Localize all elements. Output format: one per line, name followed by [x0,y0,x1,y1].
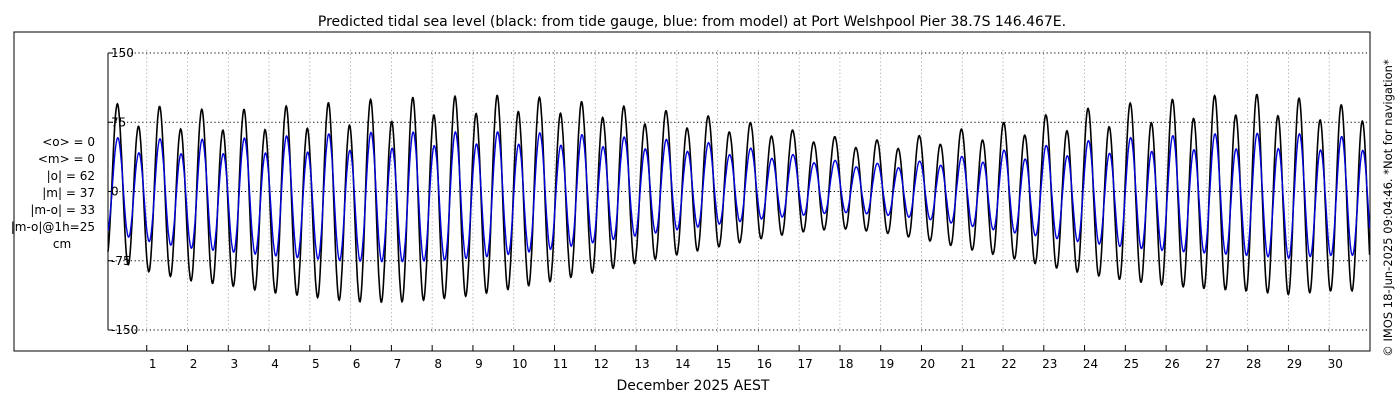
axis-layer [107,52,1330,351]
x-tick-label: 23 [1042,357,1057,371]
x-tick-label: 22 [1001,357,1016,371]
y-tick-label: 150 [111,46,134,60]
series-line-model [107,130,1371,263]
y-tick-label: -150 [111,323,138,337]
x-tick-label: 2 [190,357,198,371]
x-tick-label: 21 [961,357,976,371]
stats-panel: <o> = 0 <m> = 0 |o| = 62 |m| = 37 |m-o| = 33… [11,135,95,251]
stats-line: cm [53,237,71,251]
stats-line: |m| = 37 [42,186,95,200]
x-tick-label: 1 [149,357,157,371]
x-tick-label: 13 [634,357,649,371]
x-tick-label: 18 [838,357,853,371]
chart-title: Predicted tidal sea level (black: from t… [318,14,1066,30]
copyright-note: © IMOS 18-Jun-2025 09:04:46. *Not for na… [1381,59,1395,357]
x-tick-label: 24 [1083,357,1098,371]
x-tick-label: 25 [1124,357,1139,371]
x-tick-label: 5 [312,357,320,371]
x-tick-label: 10 [512,357,527,371]
series-layer [107,93,1371,304]
series-line-gauge [107,93,1371,304]
x-tick-label: 9 [475,357,483,371]
x-tick-label: 8 [434,357,442,371]
x-axis-label: December 2025 AEST [617,378,770,394]
stats-line: <m> = 0 [38,152,95,166]
x-tick-label: 20 [920,357,935,371]
x-tick-label: 11 [553,357,568,371]
y-tick-label: -75 [111,254,131,268]
stats-line: |m-o|@1h=25 [11,220,95,234]
x-tick-label: 30 [1328,357,1343,371]
x-tick-label: 12 [594,357,609,371]
y-tick-label: 75 [111,115,126,129]
x-tick-label: 16 [757,357,772,371]
x-tick-label: 15 [716,357,731,371]
x-tick-label: 29 [1287,357,1302,371]
stats-line: |m-o| = 33 [30,203,95,217]
x-tick-label: 7 [394,357,402,371]
x-tick-label: 26 [1164,357,1179,371]
x-tick-label: 4 [271,357,279,371]
x-tick-label: 3 [230,357,238,371]
x-tick-label: 14 [675,357,690,371]
x-tick-label: 19 [879,357,894,371]
x-tick-label: 27 [1205,357,1220,371]
stats-line: <o> = 0 [42,135,95,149]
x-tick-label: 17 [798,357,813,371]
x-tick-label: 6 [353,357,361,371]
x-tick-label: 28 [1246,357,1261,371]
y-tick-label: 0 [111,185,119,199]
stats-line: |o| = 62 [47,169,95,183]
